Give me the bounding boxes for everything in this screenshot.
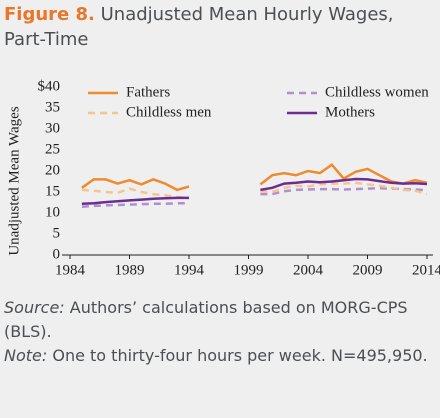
y-tick-label: 10 <box>45 204 60 220</box>
x-tick-label: 1984 <box>55 262 86 278</box>
y-tick-label: 30 <box>45 120 60 136</box>
title-block: Figure 8. Unadjusted Mean Hourly Wages, … <box>4 2 434 52</box>
chart: Unadjusted Mean Wages 0 5 10 15 20 25 30 35 $40 19… <box>6 78 440 278</box>
series-line <box>81 163 428 192</box>
series-line <box>81 177 428 206</box>
x-tick-label: 2009 <box>353 262 383 278</box>
y-tick-label: 25 <box>45 141 60 157</box>
x-tick-label: 1989 <box>115 262 145 278</box>
note-label: Note: <box>4 346 48 365</box>
x-tick-label: 1999 <box>234 262 264 278</box>
y-tick-label: 15 <box>45 183 60 199</box>
y-tick-label: 5 <box>53 225 61 241</box>
x-tick-label: 2014 <box>412 262 440 278</box>
note-text: One to thirty-four hours per week. N=495… <box>52 346 428 365</box>
y-axis-label: Unadjusted Mean Wages <box>6 106 22 255</box>
y-tick-label: 20 <box>45 162 60 178</box>
figure-label: Figure 8. <box>4 4 95 25</box>
x-tick-label: 2004 <box>293 262 324 278</box>
source: Source: Authors’ calculations based on M… <box>4 296 434 344</box>
x-tick-label: 1994 <box>174 262 205 278</box>
note: Note: One to thirty-four hours per week.… <box>4 344 434 368</box>
footer: Source: Authors’ calculations based on M… <box>4 296 434 368</box>
legend-label: Fathers <box>126 84 170 100</box>
legend-label: Childless men <box>126 104 212 120</box>
series-line <box>81 186 428 208</box>
source-label: Source: <box>4 298 65 317</box>
y-tick-label: 0 <box>53 246 61 262</box>
legend-label: Childless women <box>325 84 429 100</box>
source-text: Authors’ calculations based on MORG-CPS … <box>4 298 408 341</box>
y-tick-label: 35 <box>45 99 60 115</box>
y-tick-label: $40 <box>38 78 61 94</box>
series-line <box>81 181 428 200</box>
legend-label: Mothers <box>325 104 375 120</box>
chart-title: Unadjusted Mean Hourly Wages, Part-Time <box>4 4 394 50</box>
